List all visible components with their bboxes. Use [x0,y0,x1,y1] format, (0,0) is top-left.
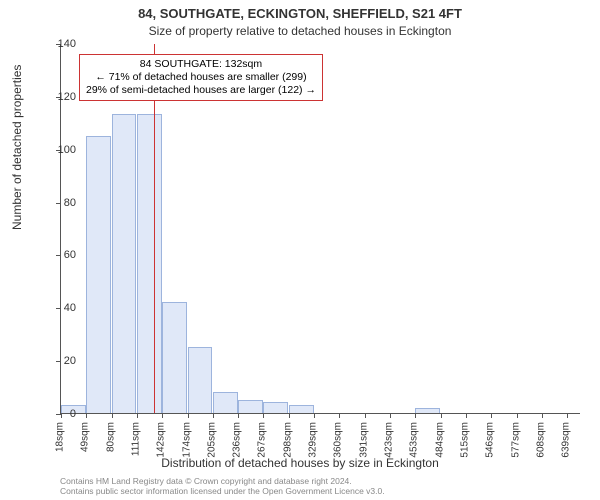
xtick-mark [390,413,391,418]
histogram-bar [137,114,162,413]
ytick-label: 60 [46,249,76,261]
xtick-mark [289,413,290,418]
xtick-label: 453sqm [409,422,420,458]
xtick-label: 298sqm [282,422,293,458]
chart-title-main: 84, SOUTHGATE, ECKINGTON, SHEFFIELD, S21… [0,6,600,21]
xtick-label: 360sqm [333,422,344,458]
callout-line-2: ← 71% of detached houses are smaller (29… [86,71,316,84]
ytick-label: 120 [46,91,76,103]
xtick-mark [339,413,340,418]
xtick-label: 205sqm [206,422,217,458]
chart-container: 84, SOUTHGATE, ECKINGTON, SHEFFIELD, S21… [0,0,600,500]
histogram-bar [238,400,263,413]
ytick-label: 100 [46,144,76,156]
xtick-mark [491,413,492,418]
xtick-mark [112,413,113,418]
license-text: Contains HM Land Registry data © Crown c… [60,476,385,496]
xtick-mark [238,413,239,418]
xtick-label: 174sqm [181,422,192,458]
plot-area: 84 SOUTHGATE: 132sqm← 71% of detached ho… [60,44,580,414]
xtick-mark [441,413,442,418]
histogram-bar [188,347,213,413]
xtick-label: 608sqm [535,422,546,458]
xtick-mark [415,413,416,418]
ytick-label: 40 [46,302,76,314]
callout-line-1: 84 SOUTHGATE: 132sqm [86,58,316,71]
ytick-label: 0 [46,408,76,420]
xtick-label: 546sqm [485,422,496,458]
xtick-mark [263,413,264,418]
xtick-label: 577sqm [510,422,521,458]
xtick-label: 80sqm [105,422,116,452]
xtick-label: 484sqm [434,422,445,458]
xtick-mark [542,413,543,418]
xtick-mark [137,413,138,418]
xtick-label: 391sqm [358,422,369,458]
y-axis-label: Number of detached properties [10,65,24,230]
xtick-label: 639sqm [561,422,572,458]
xtick-mark [188,413,189,418]
xtick-mark [567,413,568,418]
xtick-label: 267sqm [257,422,268,458]
xtick-mark [517,413,518,418]
x-axis-label: Distribution of detached houses by size … [0,456,600,470]
xtick-mark [314,413,315,418]
chart-title-sub: Size of property relative to detached ho… [0,24,600,38]
license-line-1: Contains HM Land Registry data © Crown c… [60,476,385,486]
histogram-bar [263,402,288,413]
histogram-bar [112,114,137,413]
xtick-label: 329sqm [308,422,319,458]
ytick-label: 140 [46,38,76,50]
xtick-mark [86,413,87,418]
xtick-label: 142sqm [156,422,167,458]
xtick-mark [365,413,366,418]
ytick-label: 80 [46,197,76,209]
xtick-label: 18sqm [55,422,66,452]
xtick-label: 111sqm [130,422,141,456]
histogram-bar [213,392,238,413]
histogram-bar [289,405,314,413]
license-line-2: Contains public sector information licen… [60,486,385,496]
callout-box: 84 SOUTHGATE: 132sqm← 71% of detached ho… [79,54,323,101]
ytick-label: 20 [46,355,76,367]
xtick-mark [162,413,163,418]
xtick-mark [213,413,214,418]
histogram-bar [162,302,187,413]
xtick-label: 515sqm [459,422,470,458]
xtick-mark [466,413,467,418]
callout-line-3: 29% of semi-detached houses are larger (… [86,84,316,97]
xtick-label: 236sqm [232,422,243,458]
histogram-bar [415,408,440,413]
xtick-label: 423sqm [383,422,394,458]
histogram-bar [86,136,111,414]
xtick-label: 49sqm [80,422,91,452]
